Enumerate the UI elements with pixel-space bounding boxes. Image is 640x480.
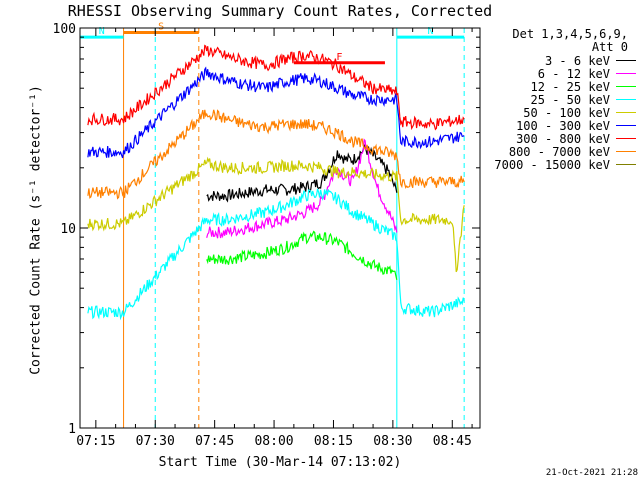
legend-entry-label: 50 - 100 keV bbox=[523, 105, 610, 120]
plot-frame bbox=[79, 27, 481, 429]
legend: Det 1,3,4,5,6,9, Att 0 3 - 6 keV 6 - 12 k… bbox=[482, 27, 638, 172]
legend-entry-label: 3 - 6 keV bbox=[544, 53, 610, 68]
x-tick-label: 08:15 bbox=[314, 434, 353, 449]
legend-entry-label: 25 - 50 keV bbox=[530, 92, 610, 107]
series-line-800-7000-kev bbox=[87, 109, 465, 200]
legend-entry: 50 - 100 keV bbox=[482, 105, 638, 120]
legend-entry: 25 - 50 keV bbox=[482, 92, 638, 107]
axis-ticks: 07:15 07:30 07:45 08:00 08:15 08:30 08:45 1 10 10… bbox=[53, 22, 480, 449]
legend-entry-label: 100 - 300 keV bbox=[516, 118, 610, 133]
legend-header-line: Det 1,3,4,5,6,9, bbox=[512, 27, 628, 41]
legend-entry-label: 800 - 7000 keV bbox=[508, 144, 610, 159]
timestamp: 21-Oct-2021 21:28 bbox=[545, 468, 638, 478]
x-tick-label: 07:30 bbox=[136, 434, 175, 449]
legend-entry-label: 7000 - 15000 keV bbox=[494, 157, 610, 172]
y-tick-label: 1 bbox=[68, 422, 76, 437]
legend-entry: 12 - 25 keV bbox=[482, 79, 638, 94]
y-tick-label: 10 bbox=[60, 222, 76, 237]
legend-swatch bbox=[616, 151, 636, 152]
legend-entry-label: 6 - 12 keV bbox=[537, 66, 610, 81]
legend-header-line: Att 0 bbox=[591, 40, 628, 54]
series-line-300-800-kev bbox=[87, 44, 465, 131]
series-line-50-100-kev bbox=[87, 156, 465, 273]
legend-swatch bbox=[616, 164, 636, 165]
legend-entry: 300 - 800 keV bbox=[482, 131, 638, 146]
annotation-label: F bbox=[336, 52, 342, 63]
series-line-100-300-kev bbox=[87, 66, 465, 159]
annotation-label: N bbox=[427, 26, 433, 37]
series-line-12-25-kev bbox=[206, 230, 398, 281]
series-line-6-12-kev bbox=[206, 138, 398, 239]
legend-entry: 7000 - 15000 keV bbox=[482, 157, 638, 172]
annotation-label: S bbox=[158, 21, 164, 32]
legend-swatch bbox=[616, 112, 636, 113]
legend-entry: 800 - 7000 keV bbox=[482, 144, 638, 159]
chart-title: RHESSI Observing Summary Count Rates, Co… bbox=[67, 2, 493, 20]
legend-entry-label: 300 - 800 keV bbox=[516, 131, 610, 146]
annotation-label: N bbox=[99, 26, 105, 37]
series-lines bbox=[87, 44, 465, 321]
y-tick-label: 100 bbox=[53, 22, 76, 37]
legend-swatch bbox=[616, 99, 636, 100]
legend-swatch bbox=[616, 138, 636, 139]
x-tick-label: 08:45 bbox=[433, 434, 472, 449]
series-line-25-50-kev bbox=[87, 188, 465, 321]
legend-entry-label: 12 - 25 keV bbox=[530, 79, 610, 94]
legend-entry: 100 - 300 keV bbox=[482, 118, 638, 133]
legend-swatch bbox=[616, 60, 636, 61]
annotation-bars: S N N F bbox=[80, 21, 465, 65]
legend-swatch bbox=[616, 125, 636, 126]
legend-entry: 6 - 12 keV bbox=[482, 66, 638, 81]
x-tick-label: 07:45 bbox=[195, 434, 234, 449]
legend-swatch bbox=[616, 73, 636, 74]
y-axis-label: Corrected Count Rate (s⁻¹ detector⁻¹) bbox=[28, 85, 44, 375]
x-axis-label: Start Time (30-Mar-14 07:13:02) bbox=[158, 455, 402, 470]
x-tick-label: 08:30 bbox=[373, 434, 412, 449]
legend-entry: 3 - 6 keV bbox=[482, 53, 638, 68]
x-tick-label: 08:00 bbox=[254, 434, 293, 449]
legend-swatch bbox=[616, 86, 636, 87]
x-tick-label: 07:15 bbox=[76, 434, 115, 449]
